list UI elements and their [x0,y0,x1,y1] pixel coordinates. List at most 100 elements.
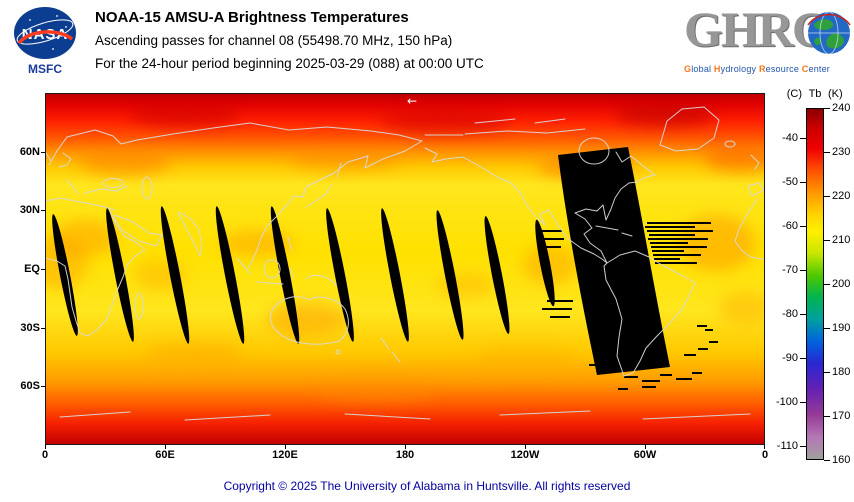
gap-sliver [106,208,134,342]
lat-label: 60S [20,380,40,392]
nasa-center-label: MSFC [28,62,62,76]
gap-scanline [660,374,672,376]
gap-sliver [270,206,300,344]
coastlines [45,106,765,421]
gap-scanline [697,325,707,327]
lon-label: 120W [510,449,540,461]
lon-tick [285,445,286,449]
nasa-swoosh [17,30,74,45]
lon-tick [525,445,526,449]
lon-label: 0 [761,449,769,461]
page-title: NOAA-15 AMSU-A Brightness Temperatures [95,9,409,26]
colorbar-c-tick [800,402,806,404]
colorbar-k-tick [824,196,830,197]
nasa-logo-icon: NASA [14,7,76,59]
gap-scanline [647,222,711,224]
nasa-orbit [16,19,74,45]
lon-label: 120E [272,449,298,461]
lon-label: 60W [633,449,657,461]
colorbar-celsius-header: (C) [786,88,802,100]
gap-sliver [160,206,190,344]
colorbar-k-label: 210 [832,234,851,246]
gap-scanline [698,348,708,350]
colorbar-k-tick [824,108,830,109]
colorbar-c-label: -80 [782,308,798,321]
gap-scanline [624,376,638,378]
colorbar-tb-header: Tb [808,88,822,100]
colorbar-c-tick [800,270,806,272]
nasa-wordmark: NASA [22,26,69,43]
colorbar-k-tick [824,284,830,285]
gap-scanline [655,262,697,264]
colorbar-k-label: 190 [832,322,851,334]
lat-label: 30S [20,322,40,334]
colorbar-c-label: -40 [782,132,798,145]
colorbar-c-tick [800,182,806,184]
colorbar-c-label: -110 [776,440,798,453]
brightness-temperature-map: ← [45,93,765,445]
gap-scanline [648,238,708,240]
lat-tick [41,386,45,387]
gap-scanline [642,386,656,388]
gap-scanline [705,329,713,331]
gap-scanline [649,234,695,236]
lon-tick [645,445,646,449]
colorbar-k-tick [824,416,830,417]
gap-sliver [381,208,409,342]
gap-scanline [684,354,696,356]
colorbar-k-label: 240 [832,102,851,114]
lon-tick [405,445,406,449]
lat-label: 60N [19,146,40,158]
colorbar-k-label: 200 [832,278,851,290]
gap-scanlines-layer [540,222,718,390]
ghrc-tagline: Global Hydrology Resource Center [684,64,830,74]
colorbar-k-label: 170 [832,410,851,422]
colorbar-c-tick [800,446,806,448]
gap-scanline [653,254,701,256]
gap-scanline [645,226,695,228]
ghrc-logo: GHRC Global Hydrology Resource Center [684,1,852,84]
ghrc-wordmark: GHRC [684,1,828,57]
colorbar-c-tick [800,138,806,140]
lat-tick [41,210,45,211]
colorbar-c-tick [800,314,806,316]
colorbar-k-label: 160 [832,454,851,466]
subtitle-period: For the 24-hour period beginning 2025-03… [95,56,484,71]
gap-scanline [542,308,572,310]
lon-label: 0 [41,449,49,461]
colorbar-k-tick [824,152,830,153]
colorbar-k-tick [824,460,830,461]
colorbar-c-label: -60 [782,220,798,233]
colorbar-k-tick [824,240,830,241]
lat-tick [41,269,45,270]
gap-scanline [692,372,702,374]
gap-scanline [642,380,660,382]
colorbar-k-tick [824,372,830,373]
colorbar-k-label: 220 [832,190,851,202]
lon-label: 60E [155,449,175,461]
colorbar-c-tick [800,226,806,228]
gap-scanline [650,242,688,244]
gap-sliver [535,219,555,307]
colorbar-c-tick [800,358,806,360]
gap-sliver [215,206,245,344]
gap-scanline [550,316,570,318]
colorbar-c-label: -100 [775,396,798,409]
globe-icon [807,11,851,55]
missing-data-swath [558,147,670,375]
lat-label: 30N [19,204,40,216]
colorbar-c-label: -70 [782,264,798,277]
lon-tick [165,445,166,449]
gap-scanline [651,246,707,248]
lon-label: 180 [395,449,415,461]
colorbar [806,108,824,460]
colorbar-k-tick [824,328,830,329]
pass-direction-arrow: ← [407,94,417,108]
gap-scanline [589,364,605,366]
colorbar-k-label: 180 [832,366,851,378]
lat-label: EQ [24,263,40,275]
lon-tick [764,445,765,449]
colorbar-c-label: -90 [782,352,798,365]
map-frame [45,93,765,445]
gap-scanline [654,258,680,260]
